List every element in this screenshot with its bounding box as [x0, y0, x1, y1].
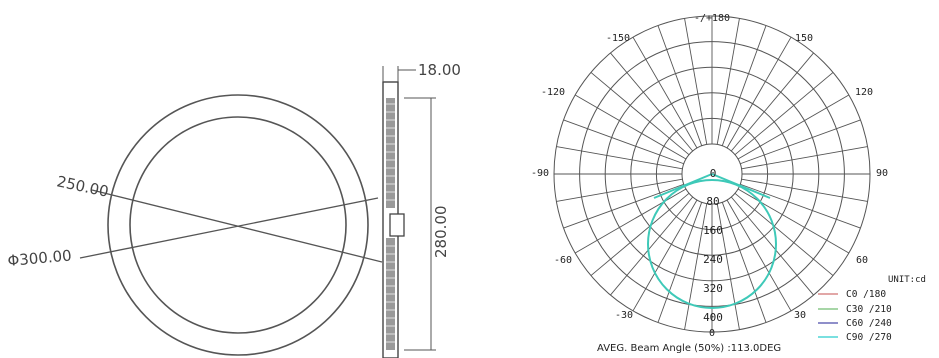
- polar-spoke: [721, 25, 767, 146]
- polar-spoke: [740, 183, 861, 229]
- angle-label-n30: -30: [615, 310, 633, 321]
- inner-ring: [129, 116, 347, 334]
- angle-label-n60: -60: [554, 255, 572, 266]
- polar-spoke: [726, 36, 792, 149]
- polar-diagram: -/+180 -150 150 -120 120 -90 90 -60 60 -…: [531, 13, 926, 354]
- angle-label-n150: -150: [606, 33, 630, 44]
- polar-spoke: [726, 199, 792, 312]
- legend-label-c90: C90 /270: [846, 332, 892, 343]
- polar-spoke: [741, 146, 868, 170]
- polar-spoke: [741, 178, 868, 202]
- angle-label-p90: 90: [876, 168, 888, 179]
- distribution-curve: [647, 179, 777, 309]
- polar-spoke: [590, 192, 690, 276]
- angle-label-p60: 60: [856, 255, 868, 266]
- polar-spoke: [716, 18, 740, 145]
- polar-spoke: [730, 196, 814, 296]
- front-view: 250.00 Φ300.00: [7, 94, 383, 356]
- polar-spoke: [563, 183, 684, 229]
- angle-label-180: -/+180: [694, 13, 730, 24]
- angle-label-p120: 120: [855, 87, 873, 98]
- radial-label-240: 240: [703, 253, 723, 266]
- polar-spoke: [657, 25, 703, 146]
- angle-label-n120: -120: [541, 87, 565, 98]
- polar-spoke: [590, 72, 690, 156]
- polar-spoke: [610, 196, 694, 296]
- radial-label-320: 320: [703, 282, 723, 295]
- polar-spoke: [610, 52, 694, 152]
- polar-spoke: [737, 188, 850, 254]
- polar-spoke: [632, 36, 698, 149]
- legend-label-c60: C60 /240: [846, 318, 892, 329]
- polar-spoke: [721, 202, 767, 323]
- angle-label-0: 0: [709, 328, 715, 339]
- radial-label-80: 80: [706, 195, 719, 208]
- polar-spoke: [657, 202, 703, 323]
- polar-spoke: [556, 146, 683, 170]
- polar-spoke: [734, 72, 834, 156]
- side-clip: [389, 213, 405, 237]
- radial-label-160: 160: [703, 224, 723, 237]
- polar-spoke: [556, 178, 683, 202]
- polar-spoke: [632, 199, 698, 312]
- legend-label-c0: C0 /180: [846, 289, 886, 300]
- polar-grid: [553, 15, 871, 333]
- angle-label-p30: 30: [794, 310, 806, 321]
- beam-angle-label: AVEG. Beam Angle (50%) :113.0DEG: [597, 343, 781, 354]
- polar-spoke: [737, 94, 850, 160]
- distribution-curve-wings: [653, 173, 771, 199]
- polar-spoke: [740, 119, 861, 165]
- unit-label: UNIT:cd: [888, 275, 926, 285]
- radial-scale: 0 80 160 240 320 400: [703, 167, 723, 324]
- polar-spoke: [730, 52, 814, 152]
- outer-diameter-label: Φ300.00: [7, 246, 73, 270]
- polar-spoke: [684, 203, 708, 330]
- radial-label-0: 0: [710, 167, 717, 180]
- side-view: 18.00 280.00: [382, 61, 461, 358]
- side-fins-upper: [386, 98, 395, 208]
- thickness-label: 18.00: [418, 61, 461, 79]
- angle-label-n90: -90: [531, 168, 549, 179]
- polar-spoke: [574, 94, 687, 160]
- inner-diameter-label: 250.00: [55, 172, 110, 201]
- side-fin-lines: [386, 103, 395, 343]
- radial-label-400: 400: [703, 311, 723, 324]
- polar-spoke: [684, 18, 708, 145]
- legend-label-c30: C30 /210: [846, 304, 892, 315]
- outer-ring: [107, 94, 369, 356]
- angle-label-p150: 150: [795, 33, 813, 44]
- polar-spoke: [563, 119, 684, 165]
- dimension-line-outer: [79, 197, 379, 259]
- polar-spoke: [716, 203, 740, 330]
- height-label: 280.00: [432, 206, 450, 259]
- polar-spoke: [574, 188, 687, 254]
- polar-spoke: [734, 192, 834, 276]
- polar-curves: [647, 173, 777, 309]
- legend: C0 /180 C30 /210 C60 /240 C90 /270: [818, 289, 892, 343]
